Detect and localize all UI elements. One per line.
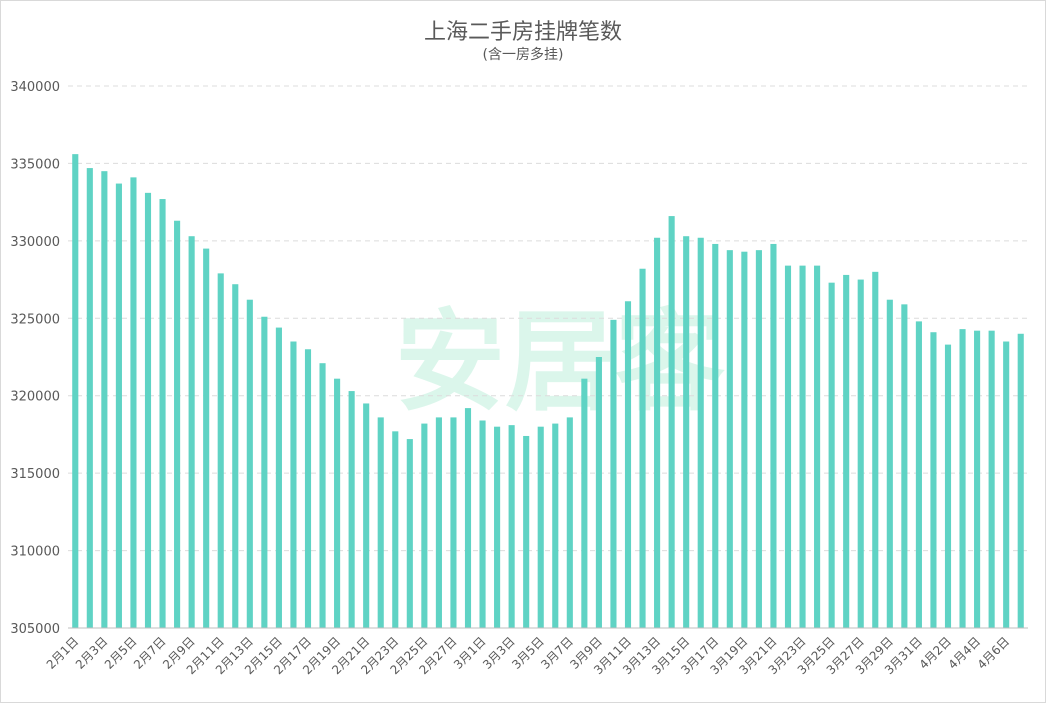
y-tick-label: 330000 [10, 235, 60, 250]
bar [101, 171, 108, 628]
bar [188, 236, 195, 628]
bar [639, 268, 646, 628]
bar [552, 423, 559, 628]
bar [668, 216, 675, 628]
bar [610, 319, 617, 628]
bar [1017, 333, 1024, 628]
bar [246, 299, 253, 628]
bar [654, 237, 661, 628]
bar [930, 332, 937, 628]
bar [683, 236, 690, 628]
bar [494, 426, 501, 628]
bar [770, 243, 777, 628]
bar [159, 199, 166, 628]
bar [799, 265, 806, 628]
bar [464, 408, 472, 628]
bar [217, 273, 224, 628]
bar [275, 327, 282, 628]
chart-title: 上海二手房挂牌笔数 [423, 20, 622, 45]
bar [566, 417, 573, 628]
grid-lines [68, 85, 1028, 552]
bar [144, 192, 152, 628]
bar [959, 329, 966, 628]
bar [334, 378, 341, 628]
bars [72, 154, 1024, 629]
bar [712, 243, 719, 628]
bar [479, 420, 486, 628]
bar [595, 357, 602, 628]
bar [901, 304, 908, 628]
bar [523, 435, 530, 628]
bar [915, 321, 922, 628]
y-tick-label: 315000 [10, 467, 60, 482]
bar [814, 265, 821, 628]
bar [843, 274, 850, 628]
bar [784, 265, 792, 628]
bar [290, 341, 297, 628]
bar [72, 154, 79, 628]
bar [828, 282, 835, 628]
bar [755, 250, 762, 629]
bar [421, 423, 428, 628]
bar [377, 417, 384, 628]
bar [115, 183, 122, 628]
bar [872, 271, 879, 628]
bar [406, 439, 413, 628]
bar [508, 425, 515, 628]
bar [857, 279, 864, 628]
bar [86, 168, 93, 628]
y-tick-label: 335000 [10, 157, 60, 172]
bar [886, 299, 893, 628]
bar [697, 237, 704, 628]
bar [232, 284, 239, 628]
bar [1003, 341, 1010, 628]
bar [581, 378, 588, 628]
y-tick-label: 325000 [10, 312, 60, 327]
bar [741, 251, 748, 628]
bar [363, 403, 370, 628]
x-tick-label: 4月6日 [975, 634, 1013, 672]
bar [450, 417, 457, 628]
bar [435, 417, 442, 628]
y-axis-ticks: 305000 310000 315000 320000 325000 330000 3350… [10, 80, 60, 637]
bar [319, 363, 326, 628]
bar [348, 391, 355, 628]
bar [174, 220, 181, 628]
bar [726, 250, 733, 629]
bar [988, 330, 995, 628]
bar [537, 426, 544, 628]
x-axis-ticks: 2月1日2月3日2月5日2月7日2月9日2月11日2月13日2月15日2月17日… [44, 634, 1013, 677]
chart-subtitle: (含一房多挂) [482, 47, 564, 63]
bar [304, 349, 312, 628]
bar [130, 177, 137, 628]
y-tick-label: 310000 [10, 545, 60, 560]
bar [203, 248, 210, 628]
bar [974, 330, 981, 628]
bar [392, 431, 399, 628]
y-tick-label: 305000 [10, 622, 60, 637]
bar [944, 344, 952, 628]
bar [624, 301, 632, 628]
watermark-text: 安居客 [395, 298, 725, 426]
y-tick-label: 320000 [10, 390, 60, 405]
bar [261, 316, 268, 628]
y-tick-label: 340000 [10, 80, 60, 95]
